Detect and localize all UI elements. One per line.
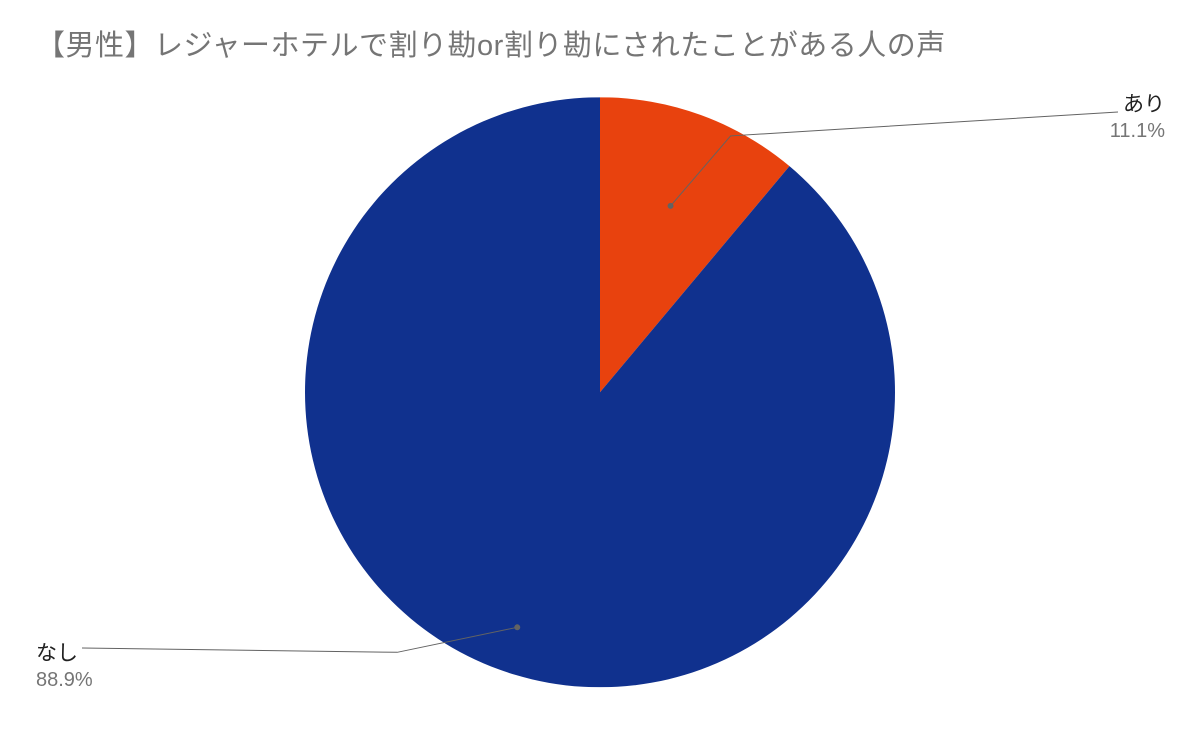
slice-label-percent: 11.1% bbox=[1110, 120, 1165, 143]
leader-lines bbox=[0, 0, 1200, 742]
slice-label-ari: あり 11.1% bbox=[1110, 88, 1165, 143]
slice-label-name: あり bbox=[1110, 88, 1165, 118]
slice-label-nashi: なし 88.9% bbox=[36, 637, 93, 692]
slice-label-name: なし bbox=[36, 637, 93, 667]
slice-label-percent: 88.9% bbox=[36, 669, 93, 692]
